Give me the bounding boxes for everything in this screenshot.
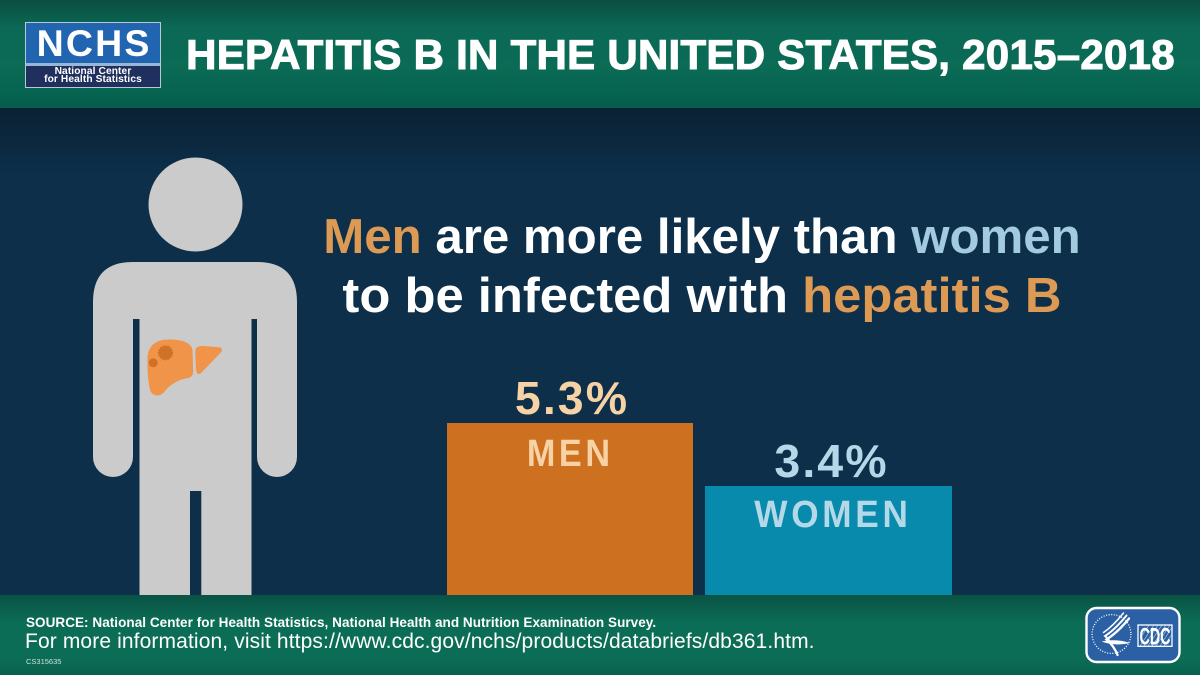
svg-text:CDC: CDC (1140, 623, 1171, 650)
